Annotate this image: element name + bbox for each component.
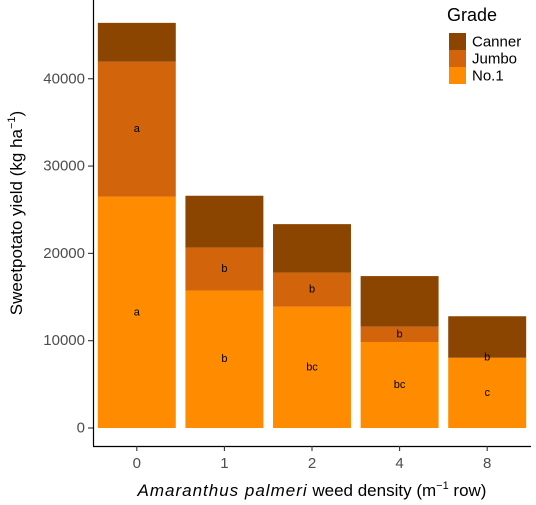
letter-no-1-1: b (221, 353, 227, 365)
bar-canner-0 (97, 22, 176, 62)
x-ticks: 0 1 2 4 8 (133, 446, 491, 472)
y-axis-title-main: Sweetpotato yield (kg ha (7, 128, 26, 315)
legend-key-canner (449, 33, 466, 50)
bar-no-1-2 (273, 306, 351, 428)
letter-jumbo-2: b (309, 284, 315, 296)
x-tick-label: 2 (308, 455, 316, 472)
bar-no-1-4 (360, 342, 439, 428)
y-tick-label: 30000 (43, 158, 85, 175)
bar-canner-1 (185, 195, 264, 248)
legend-label: No.1 (472, 68, 504, 85)
legend-key-jumbo (449, 50, 466, 67)
bar-jumbo-4 (360, 326, 439, 342)
y-axis-title-superscript: −1 (6, 116, 18, 129)
x-axis-title-superscript: −1 (436, 480, 449, 492)
y-axis-title-suffix: ) (7, 111, 26, 117)
bar-canner-4 (360, 276, 439, 327)
bar-jumbo-0 (97, 61, 176, 197)
x-axis-title-species: Amaranthus palmeri (137, 481, 308, 500)
bar-jumbo-1 (185, 247, 264, 291)
letter-jumbo-4: b (397, 328, 403, 340)
letter-no-1-0: a (134, 306, 141, 318)
bar-no-1-8 (448, 357, 527, 428)
y-ticks: 0 10000 20000 30000 40000 (43, 70, 93, 437)
bar-canner-2 (273, 224, 351, 273)
legend-label: Jumbo (472, 51, 517, 68)
letter-jumbo-0: a (134, 123, 141, 135)
legend-label: Canner (472, 34, 521, 51)
letter-no-1-2: bc (306, 361, 318, 373)
y-axis-title: Sweetpotato yield (kg ha−1) (6, 111, 26, 315)
bars-layer (97, 22, 527, 428)
bar-jumbo-2 (273, 272, 351, 307)
letter-no-1-8: c (484, 387, 490, 399)
legend-title: Grade (447, 5, 497, 25)
letter-no-1-4: bc (394, 379, 406, 391)
x-tick-label: 8 (483, 455, 491, 472)
x-tick-label: 4 (395, 455, 403, 472)
bar-no-1-0 (97, 196, 176, 428)
legend-key-no-1 (449, 67, 466, 84)
x-axis-title-rest: weed density (m (308, 481, 437, 500)
y-tick-label: 0 (77, 420, 85, 437)
x-tick-label: 1 (220, 455, 228, 472)
x-axis-title-suffix: row) (449, 481, 487, 500)
x-tick-label: 0 (133, 455, 141, 472)
x-axis-title: Amaranthus palmeri weed density (m−1 row… (137, 480, 487, 500)
y-tick-label: 40000 (43, 70, 85, 87)
letter-jumbo-8: b (484, 352, 490, 364)
bar-canner-8 (448, 316, 527, 358)
y-tick-label: 10000 (43, 332, 85, 349)
y-tick-label: 20000 (43, 245, 85, 262)
bar-no-1-1 (185, 290, 264, 428)
letter-jumbo-1: b (221, 263, 227, 275)
